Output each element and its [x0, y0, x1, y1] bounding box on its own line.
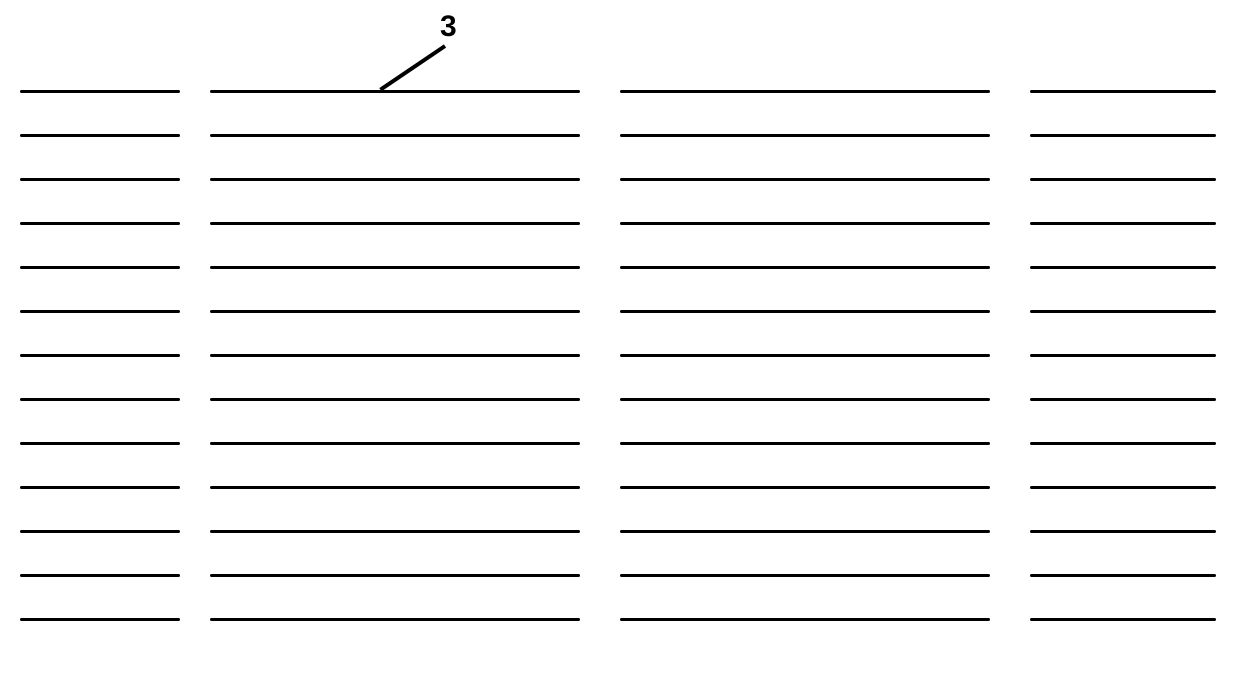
grid-segment [1030, 134, 1216, 137]
grid-segment [620, 398, 990, 401]
grid-segment [20, 266, 180, 269]
grid-segment [210, 354, 580, 357]
grid-segment [1030, 618, 1216, 621]
grid-segment [620, 442, 990, 445]
grid-segment [210, 574, 580, 577]
grid-segment [210, 442, 580, 445]
grid-segment [20, 442, 180, 445]
grid-segment [20, 90, 180, 93]
grid-segment [20, 574, 180, 577]
grid-segment [620, 530, 990, 533]
pattern-diagram: 3 [0, 0, 1240, 677]
grid-segment [210, 530, 580, 533]
grid-segment [1030, 178, 1216, 181]
grid-segment [1030, 222, 1216, 225]
grid-segment [620, 574, 990, 577]
grid-segment [20, 178, 180, 181]
grid-segment [20, 134, 180, 137]
annotation-label-3: 3 [440, 10, 457, 44]
grid-segment [20, 486, 180, 489]
grid-segment [1030, 90, 1216, 93]
grid-segment [620, 90, 990, 93]
grid-segment [20, 530, 180, 533]
grid-segment [620, 310, 990, 313]
grid-segment [620, 134, 990, 137]
grid-segment [20, 222, 180, 225]
grid-segment [1030, 574, 1216, 577]
grid-segment [1030, 354, 1216, 357]
grid-segment [210, 134, 580, 137]
grid-segment [20, 354, 180, 357]
grid-segment [1030, 486, 1216, 489]
grid-segment [210, 222, 580, 225]
grid-segment [620, 222, 990, 225]
grid-segment [20, 618, 180, 621]
grid-segment [1030, 530, 1216, 533]
grid-segment [210, 310, 580, 313]
grid-segment [210, 486, 580, 489]
grid-segment [620, 486, 990, 489]
grid-segment [620, 618, 990, 621]
grid-segment [620, 266, 990, 269]
grid-segment [1030, 266, 1216, 269]
grid-segment [210, 398, 580, 401]
grid-segment [210, 618, 580, 621]
grid-segment [620, 354, 990, 357]
grid-segment [1030, 310, 1216, 313]
grid-segment [210, 266, 580, 269]
grid-segment [1030, 398, 1216, 401]
annotation-leader-line [379, 44, 446, 91]
grid-segment [210, 178, 580, 181]
grid-segment [20, 310, 180, 313]
grid-segment [1030, 442, 1216, 445]
grid-segment [620, 178, 990, 181]
grid-segment [20, 398, 180, 401]
grid-segment [210, 90, 580, 93]
